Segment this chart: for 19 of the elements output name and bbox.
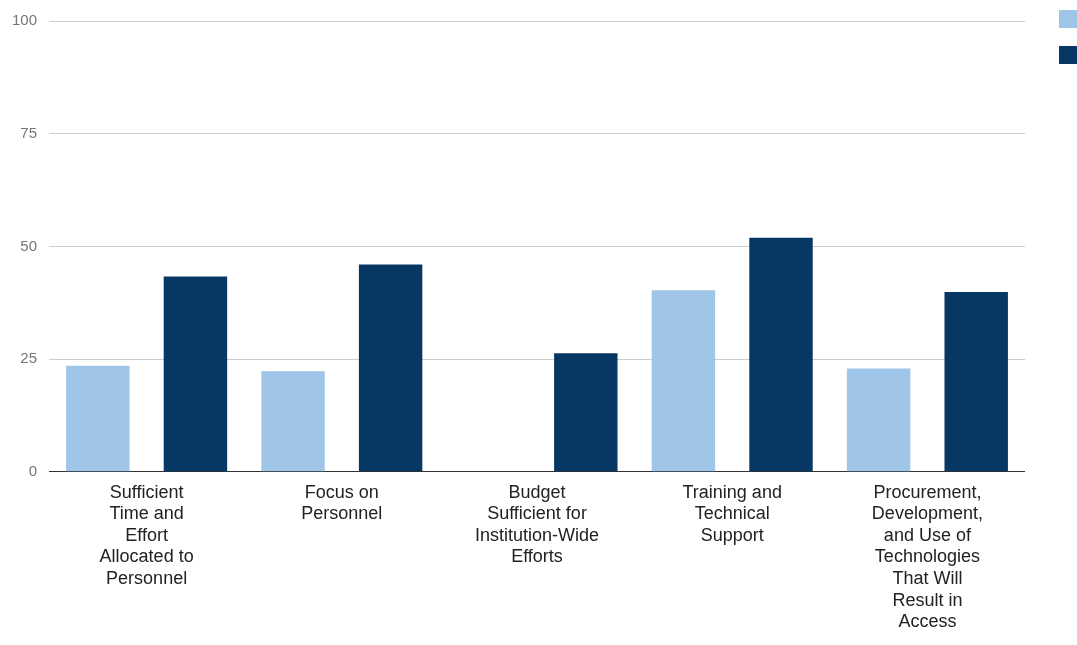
x-tick-label: Sufficient Time and Effort Allocated to Personnel <box>99 481 194 588</box>
x-tick-label: Procurement, Development, and Use of Technologies That Will Result in Access <box>871 481 983 632</box>
bar <box>261 371 325 472</box>
x-tick-label: Focus on Personnel <box>301 481 383 524</box>
x-tick-label: Budget Sufficient for Institution-Wide Efforts <box>474 481 600 567</box>
bar <box>846 368 911 472</box>
bar <box>554 353 618 472</box>
y-tick-label: 75 <box>20 123 38 141</box>
bar <box>651 290 716 472</box>
y-tick-label: 50 <box>20 236 38 254</box>
bar <box>358 264 423 472</box>
y-tick-label: 25 <box>20 349 38 367</box>
bar <box>749 237 813 472</box>
y-tick-label: 0 <box>28 461 38 479</box>
bar <box>163 276 228 472</box>
y-tick-label: 100 <box>12 11 38 29</box>
bar <box>66 365 130 472</box>
bar <box>944 291 1008 472</box>
x-tick-label: Training and Technical Support <box>682 481 782 545</box>
